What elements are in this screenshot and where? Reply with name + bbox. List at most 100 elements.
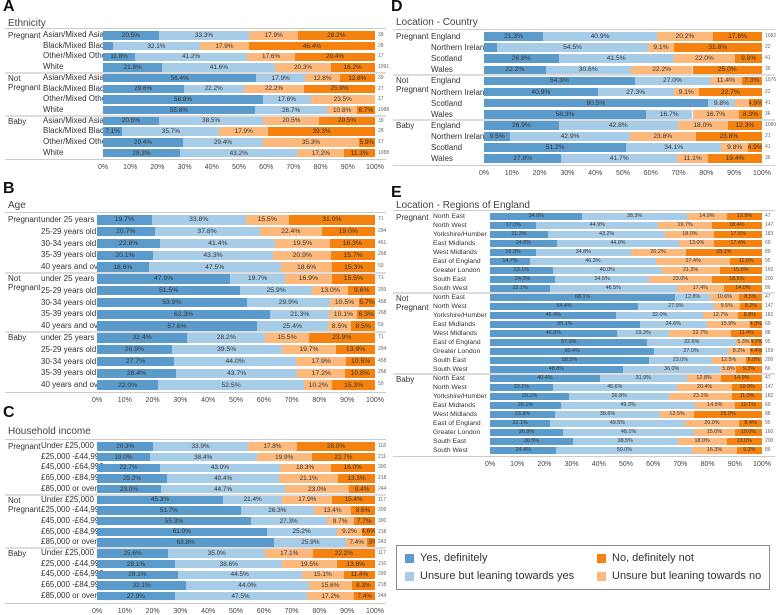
row-label: Northern Ireland (431, 87, 489, 97)
bar-segment-lean-no: 19.7% (281, 345, 337, 355)
group-label: Not Pregnant (8, 495, 41, 514)
bar-segment-no: 5.7% (359, 297, 375, 308)
bar-segment-lean-no: 23.0% (649, 275, 712, 283)
row-label: Greater London (433, 267, 481, 274)
row-count: 200 (765, 276, 774, 282)
bar-segment-no: 18.5% (711, 275, 762, 283)
stacked-bar: 19.7% 33.8% 15.5% 31.0% (97, 215, 375, 225)
bar-segment-lean-yes: 39.5% (171, 345, 282, 355)
row-count: 218 (378, 528, 387, 535)
row-label: East Midlands (433, 240, 476, 247)
row-label: Northern Ireland (431, 131, 489, 141)
bar-segment-lean-no: 19.9% (256, 452, 312, 462)
bar-segment-lean-no: 10.5% (329, 297, 360, 308)
bar-segment-yes: 58.3% (484, 109, 647, 119)
legend-swatch (597, 553, 606, 563)
bar-segment-no: 8.6% (351, 506, 375, 515)
bar-segment-no: 10.0% (734, 428, 762, 436)
row-label: White (43, 62, 64, 72)
bar-segment-lean-yes: 46.5% (550, 284, 677, 292)
bar-segment-yes: 55.8% (103, 106, 255, 115)
bar-segment-yes: 23.0% (97, 484, 161, 494)
row-count: 294 (378, 227, 387, 234)
bar-segment-lean-no: 17.4% (676, 284, 724, 292)
legend: Yes, definitely No, definitely not Unsur… (396, 545, 770, 590)
panel-b-letter: B (3, 180, 15, 197)
bar-segment-yes: 20.1% (97, 250, 153, 260)
bar-segment-lean-yes: 52.5% (158, 380, 305, 390)
bar-segment-lean-no: 17.8% (247, 442, 298, 451)
stacked-bar: 23.1% 40.0% 21.3% 15.6% (490, 266, 762, 274)
bar-segment-lean-no: 9.1% (648, 43, 674, 52)
bar-segment-lean-no: 19.5% (275, 238, 330, 249)
row-count: 181 (765, 312, 774, 318)
bar-segment-no: 9.3% (736, 365, 762, 373)
bar-segment-lean-yes: 38.6% (175, 559, 283, 569)
row-label: £85,000 or over (41, 590, 98, 600)
row-label: 40 years and over (41, 380, 106, 390)
bar-segment-lean-no: 10.2% (304, 380, 333, 390)
row-label: Under £25,000 (41, 548, 94, 557)
x-tick-label: 50% (231, 164, 247, 172)
bar-segment-lean-yes: 21.4% (222, 495, 283, 505)
panel-a-letter: A (3, 0, 15, 15)
row-label: West Midlands (433, 249, 478, 256)
bar-segment-yes: 56.4% (103, 73, 257, 83)
panel-d-letter: D (391, 0, 403, 15)
bar-segment-lean-yes: 43.2% (547, 230, 666, 238)
bar-segment-lean-yes: 44.7% (160, 484, 286, 494)
legend-label: Yes, definitely (420, 552, 488, 564)
bar-segment-yes: 46.6% (490, 329, 617, 337)
row-label: £45,000 -£64,999 (41, 462, 104, 472)
stacked-bar: 21.8% 41.6% 20.3% 16.2% (103, 63, 375, 72)
bar-segment-no: 7.3% (741, 76, 762, 86)
stacked-bar: 26.9% 42.8% 18.0% 12.3% (484, 121, 762, 130)
bar-segment-yes: 51.5% (97, 286, 241, 296)
row-count: 59 (378, 263, 384, 270)
bar-segment-lean-no: 23.5% (310, 95, 375, 104)
bar-segment-lean-yes: 50.0% (556, 446, 693, 454)
bar-segment-no: 25.0% (692, 65, 762, 75)
legend-item-lean-no: Unsure but leaning towards no (597, 570, 761, 582)
bar-segment-lean-no: 20.2% (656, 32, 714, 41)
stacked-bar: 27.8% 41.7% 11.1% 19.4% (484, 154, 762, 163)
bar-segment-lean-yes: 40.4% (167, 474, 280, 483)
bar-segment-lean-yes: 44.0% (186, 581, 309, 590)
group-separator (393, 118, 775, 121)
stacked-bar: 20.7% 37.8% 22.4% 19.0% (97, 227, 375, 237)
stacked-bar: 22.7% 43.0% 18.3% 16.0% (97, 463, 375, 472)
x-tick-label: 60% (259, 164, 274, 172)
x-tick-label: 40% (591, 461, 606, 468)
bar-segment-lean-no: 18.6% (280, 262, 333, 272)
bar-segment-no: 39.3% (268, 127, 375, 136)
stacked-bar: 55.3% 27.3% 9.7% 7.7% (97, 517, 375, 526)
bar-segment-yes: 46.4% (490, 311, 617, 319)
bar-segment-no: 7.7% (353, 517, 375, 526)
row-count: 458 (378, 298, 387, 305)
row-count: 1091 (378, 64, 390, 71)
row-count: 293 (378, 286, 387, 293)
bar-segment-lean-no: 12.5% (711, 356, 746, 364)
x-tick-label: 70% (286, 164, 301, 172)
bar-segment-lean-no: 9.5% (713, 302, 740, 310)
bar-segment-lean-yes: 25.9% (240, 286, 313, 296)
bar-segment-yes: 20.5% (103, 116, 159, 126)
x-tick-label: 30% (173, 607, 188, 615)
x-tick-label: 60% (256, 397, 271, 404)
bar-segment-lean-yes: 9.8% (707, 98, 736, 108)
bar-segment-no: 31.8% (673, 43, 762, 52)
bar-segment-lean-yes: 17.9% (256, 73, 306, 83)
stacked-bar: 18.6% 47.5% 18.6% 15.3% (97, 262, 375, 272)
group-separator (5, 114, 386, 117)
row-label: £65,000 -£84,999 (41, 580, 104, 590)
row-count: 36 (765, 110, 771, 117)
stacked-bar: 29.1% 36.8% 23.1% 11.0% (490, 392, 762, 400)
row-label: Asian/Mixed Asian (43, 115, 109, 125)
bar-segment-lean-no: 12.7% (703, 311, 738, 319)
bar-segment-lean-yes: 23.0% (649, 356, 712, 364)
bar-segment-lean-no: 7.4% (346, 538, 367, 547)
row-count: 209 (378, 507, 387, 514)
x-tick-label: 60% (646, 461, 661, 468)
row-count: 244 (378, 592, 387, 599)
bar-segment-lean-yes: 29.9% (246, 297, 330, 308)
